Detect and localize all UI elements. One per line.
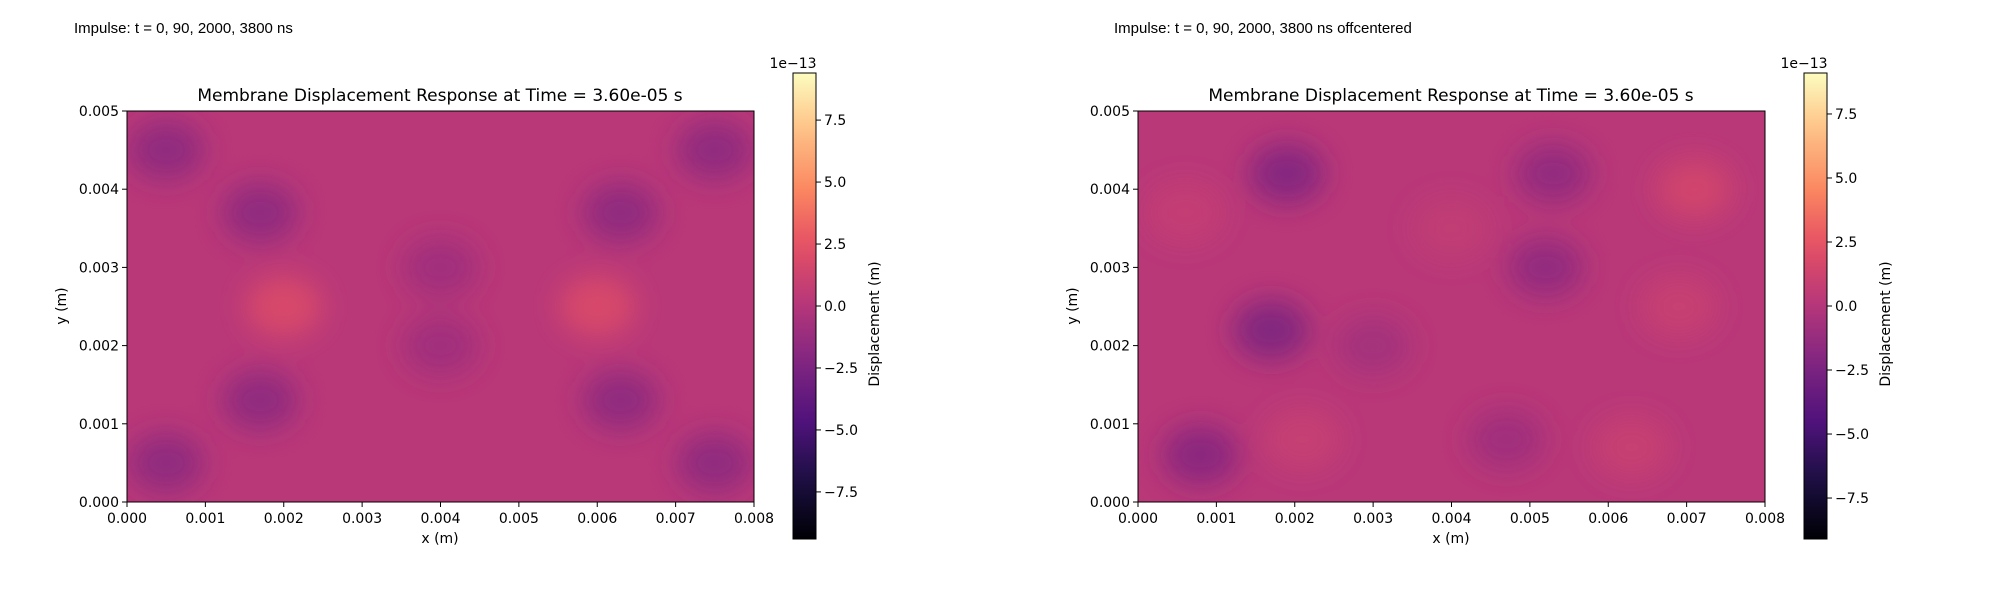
colorbar-tick-label: 5.0 [824,175,846,191]
y-tick-label: 0.003 [1090,260,1130,276]
x-axis-label: x (m) [1432,531,1469,547]
colorbar [1803,72,1828,540]
x-axis-label: x (m) [421,531,458,547]
heatmap-feature [1147,182,1224,243]
colorbar-tick-label: −5.0 [1835,427,1869,443]
colorbar-tick-label: 7.5 [1835,107,1857,123]
heatmap-feature [1162,425,1239,486]
y-tick-label: 0.005 [1090,104,1130,120]
heatmap-feature [1507,237,1584,298]
colorbar-tick-label: −7.5 [824,485,858,501]
heatmap-field [127,111,754,502]
y-tick-label: 0.001 [1090,417,1130,433]
chart-title: Membrane Displacement Response at Time =… [197,86,682,106]
y-axis-label: y (m) [1065,287,1081,324]
heatmap-feature [402,315,479,376]
y-tick-label: 0.002 [79,339,119,355]
heatmap-feature [245,276,322,337]
colorbar-tick-label: 7.5 [824,113,846,129]
x-tick-label: 0.006 [577,511,617,527]
x-tick-label: 0.002 [1275,511,1315,527]
y-tick-label: 0.000 [1090,495,1130,511]
heatmap-field [1138,111,1765,502]
heatmap-feature [1233,299,1310,360]
x-tick-label: 0.005 [1510,511,1550,527]
x-tick-label: 0.008 [1745,511,1785,527]
x-tick-label: 0.005 [499,511,539,527]
colorbar-exponent: 1e−13 [769,56,816,72]
y-tick-label: 0.004 [79,182,119,198]
colorbar-exponent: 1e−13 [1780,56,1827,72]
heatmap-feature [1656,159,1733,220]
x-tick-label: 0.004 [420,511,460,527]
heatmap-feature [559,276,636,337]
colorbar-tick-label: 2.5 [1835,235,1857,251]
y-tick-label: 0.003 [79,260,119,276]
heatmap-feature [676,120,753,181]
colorbar-tick-label: −5.0 [824,423,858,439]
colorbar-label: Displacement (m) [1878,261,1894,386]
heatmap-feature [1468,409,1545,470]
colorbar-tick-label: 0.0 [1835,299,1857,315]
heatmap-feature [402,237,479,298]
heatmap-feature [1413,198,1490,259]
heatmap-feature [582,370,659,431]
x-tick-label: 0.004 [1431,511,1471,527]
x-tick-label: 0.002 [264,511,304,527]
colorbar-tick-label: −7.5 [1835,491,1869,507]
x-tick-label: 0.006 [1588,511,1628,527]
heatmap-background [127,111,754,502]
y-tick-label: 0.004 [1090,182,1130,198]
y-tick-label: 0.002 [1090,339,1130,355]
colorbar-tick-label: 2.5 [824,237,846,253]
heatmap-feature [1515,143,1592,204]
colorbar-label: Displacement (m) [867,261,883,386]
heatmap-feature [1335,315,1412,376]
heatmap-feature [582,182,659,243]
heatmap-feature [676,432,753,493]
heatmap-panel-left: Membrane Displacement Response at Time =… [54,56,883,547]
x-tick-label: 0.007 [1667,511,1707,527]
colorbar-tick-label: −2.5 [1835,363,1869,379]
colorbar-tick-label: 0.0 [824,299,846,315]
heatmap-feature [128,120,205,181]
colorbar-tick-label: −2.5 [824,361,858,377]
heatmap-feature [1593,417,1670,478]
y-tick-label: 0.005 [79,104,119,120]
x-tick-label: 0.000 [107,511,147,527]
heatmap-feature [1264,409,1341,470]
heatmap-feature [128,432,205,493]
y-tick-label: 0.001 [79,417,119,433]
heatmap-feature [1248,143,1325,204]
colorbar [792,72,817,540]
heatmap-feature [1640,276,1717,337]
panel-caption-right: Impulse: t = 0, 90, 2000, 3800 ns offcen… [1114,20,1412,37]
panel-caption-left: Impulse: t = 0, 90, 2000, 3800 ns [74,20,293,37]
heatmap-feature [222,182,299,243]
x-tick-label: 0.008 [734,511,774,527]
x-tick-label: 0.003 [342,511,382,527]
x-tick-label: 0.001 [1196,511,1236,527]
y-tick-label: 0.000 [79,495,119,511]
heatmap-feature [222,370,299,431]
colorbar-tick-label: 5.0 [1835,171,1857,187]
x-tick-label: 0.001 [185,511,225,527]
x-tick-label: 0.000 [1118,511,1158,527]
heatmap-panel-right: Membrane Displacement Response at Time =… [1065,56,1894,547]
y-axis-label: y (m) [54,287,70,324]
x-tick-label: 0.007 [656,511,696,527]
x-tick-label: 0.003 [1353,511,1393,527]
chart-title: Membrane Displacement Response at Time =… [1208,86,1693,106]
